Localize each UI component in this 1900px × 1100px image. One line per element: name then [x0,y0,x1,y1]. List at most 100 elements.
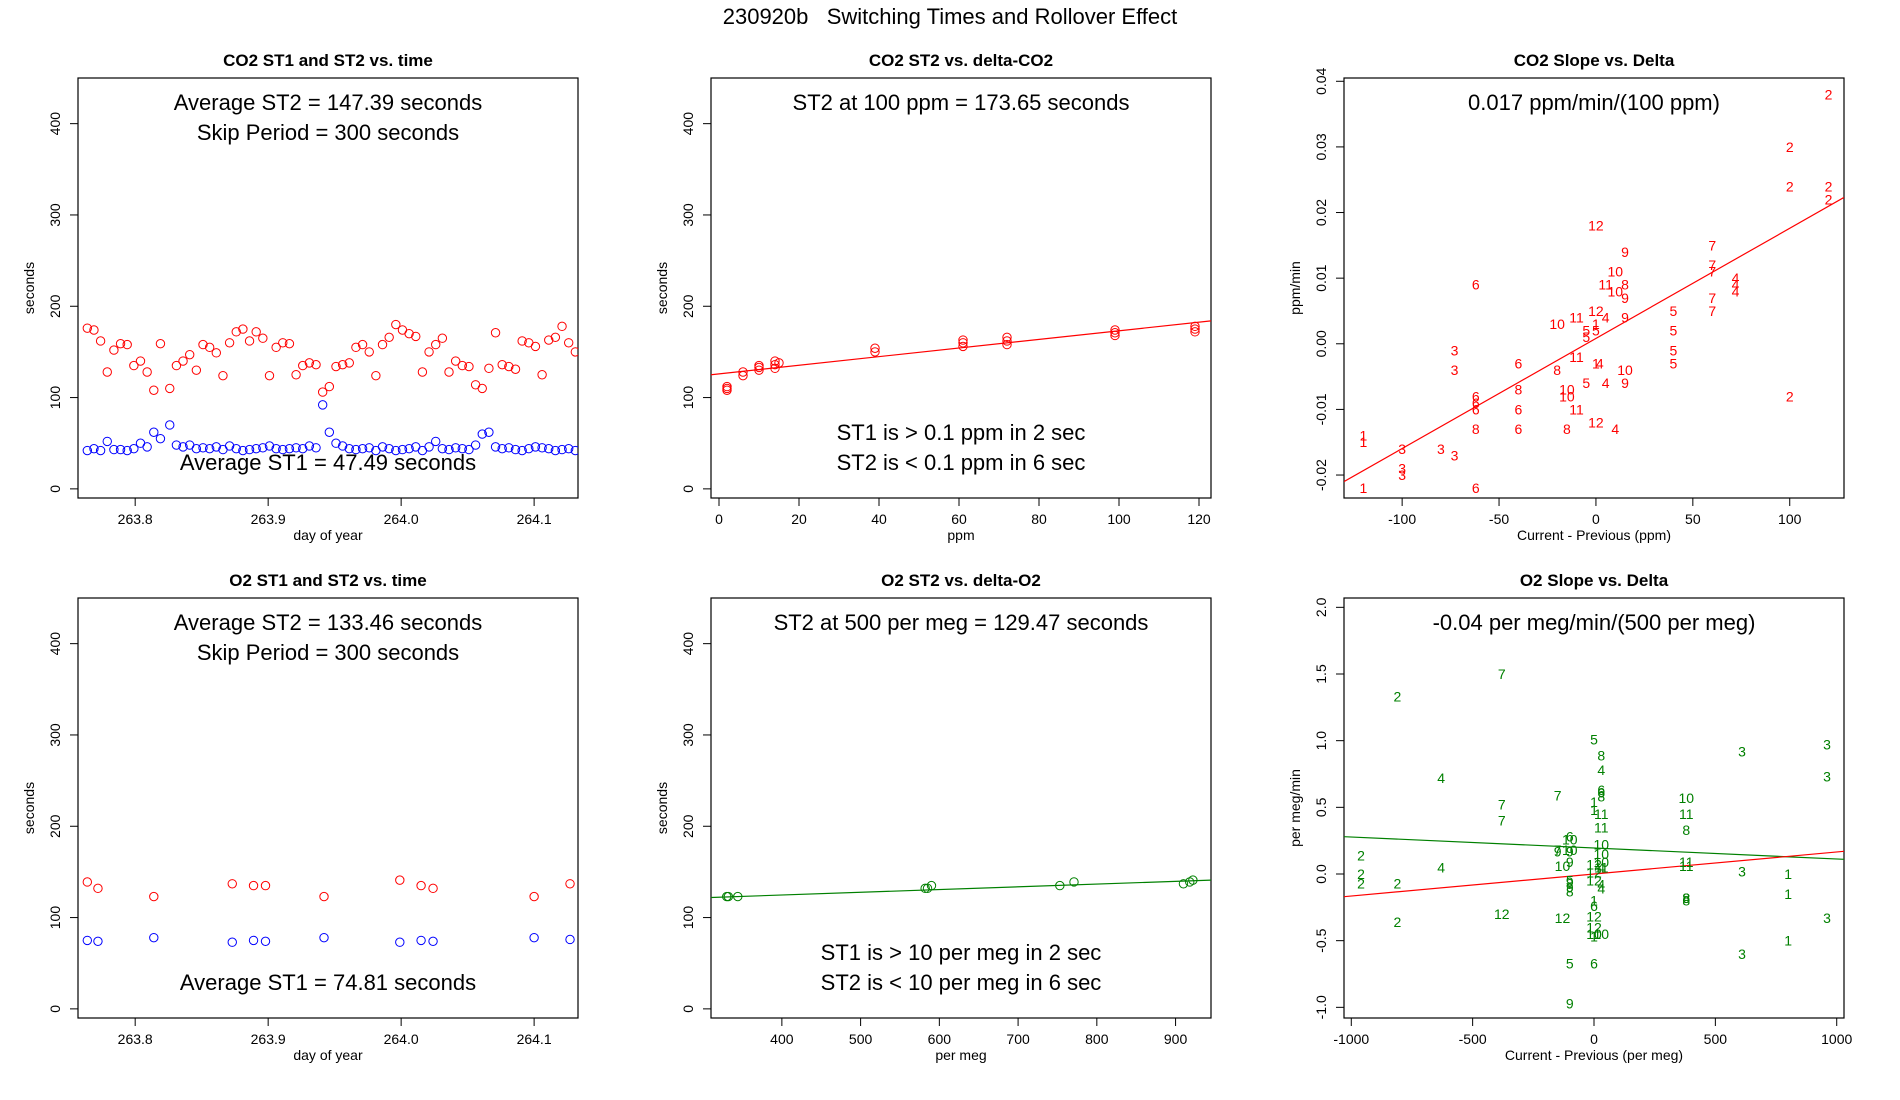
data-point-label: 8 [1682,893,1690,909]
x-tick-label: 264.1 [517,511,552,527]
data-point-label: 1 [1784,886,1792,902]
y-tick-label: 100 [47,386,63,410]
series-st1-point [204,443,215,454]
data-point-label: 5 [1670,323,1678,339]
data-point-label: 2 [1393,875,1401,891]
series-st2-point [351,342,361,353]
panel-o2-st-vs-time: O2 ST1 and ST2 vs. time 263.8 263.9 264.0 26… [21,571,579,1063]
series-st1-point [211,442,221,452]
x-axis-label: ppm [947,527,974,543]
data-point-label: 4 [1597,762,1605,778]
series-st2-point [537,370,547,380]
data-point-label: 1 [1590,929,1598,945]
data-point-label: 6 [1472,480,1480,496]
series-st1-point [510,444,521,455]
data-point-label: 5 [1590,731,1598,747]
series-st1-point [384,443,394,454]
data-point-label: 9 [1566,995,1574,1011]
series-st2-point [1188,875,1198,885]
data-point-label: 5 [1582,323,1590,339]
panel-co2-st-vs-time: CO2 ST1 and ST2 vs. time 263.8 263.9 264.0 2… [21,51,579,543]
x-tick-label: 0 [1592,511,1600,527]
data-point-label: 11 [1594,806,1609,822]
series-st1-point [224,441,235,451]
data-point-label: 2 [1357,847,1365,863]
data-point-label: 4 [1611,421,1619,437]
data-point-label: 7 [1554,787,1562,803]
data-point-label: 2 [1357,866,1365,882]
series-st1-point [291,443,301,453]
series-st2-point [754,362,764,373]
series-st2-point [155,338,166,349]
annotation: ST2 at 500 per meg = 129.47 seconds [774,610,1149,635]
x-tick-label: 263.9 [251,1031,286,1047]
series-st1-point [351,444,361,455]
series-st1-point [565,934,575,945]
series-st1-point [364,443,374,453]
data-point-label: 8 [1553,362,1561,378]
y-tick-label: 0 [680,485,696,493]
x-tick-label: 1000 [1821,1031,1852,1047]
series-st2-point [510,364,521,374]
fit-line [1344,196,1844,483]
data-point-label: 10 [1608,264,1624,280]
data-point-label: 6 [1590,898,1598,914]
series-st2-point [142,367,152,377]
data-point-label: 6 [1597,782,1605,798]
data-point-label: 3 [1738,946,1746,962]
data-point-label: 10 [1593,846,1609,862]
y-tick-label: 100 [680,386,696,410]
data-point-label: 11 [1679,854,1694,870]
series-st2-point [504,361,514,372]
y-axis-label: per meg/min [1287,769,1303,847]
chart-title: CO2 ST2 vs. delta-CO2 [869,51,1053,70]
data-point-label: 8 [1597,789,1605,805]
series-st1-point [431,436,441,447]
series-st2-point [550,332,561,343]
series-st1-point [529,932,539,943]
series-st2-point [371,370,381,381]
series-st2-point [82,877,93,887]
data-point-label: 6 [1472,395,1480,411]
series-st2-point [437,333,448,343]
series-st2-point [958,341,968,352]
data-point-label: 4 [1602,375,1610,391]
series-st2-point [1110,330,1120,341]
series-st1-point [444,444,454,455]
series-st2-point [450,356,461,366]
series-st2-point [324,381,335,392]
x-tick-label: 50 [1685,511,1701,527]
data-point-label: 7 [1708,237,1716,253]
series-st1-point [178,442,188,452]
series-st1-point [428,936,438,947]
series-st2-point [431,339,441,350]
data-point-label: 6 [1472,277,1480,293]
series-st1-point [450,443,461,453]
y-tick-label: 400 [680,112,696,136]
series-st1-point [317,400,328,410]
data-point-label: 4 [1597,859,1605,875]
series-st1-point [142,442,152,452]
data-point-label: 7 [1708,264,1716,280]
data-point-label: 1 [1784,933,1792,949]
data-point-label: 6 [1472,388,1480,404]
plot-area [711,875,1211,902]
series-st2-point [227,879,237,889]
series-st1-point [284,443,295,454]
x-tick-label: 264.0 [384,1031,419,1047]
data-point-label: 10 [1562,842,1578,858]
series-st2-point [278,338,288,348]
series-st1-point [377,442,388,452]
data-point-label: 6 [1515,401,1523,417]
y-tick-label: 300 [680,723,696,747]
series-st2-point [563,338,574,348]
series-st2-point [231,327,241,337]
data-point-label: 4 [1732,277,1740,293]
series-st1-point [238,445,248,456]
series-st2-point [291,370,301,380]
data-point-label: 6 [1472,401,1480,417]
series-st2-point [224,338,235,348]
series-st2-point [1178,879,1189,889]
y-tick-label: 300 [680,203,696,227]
